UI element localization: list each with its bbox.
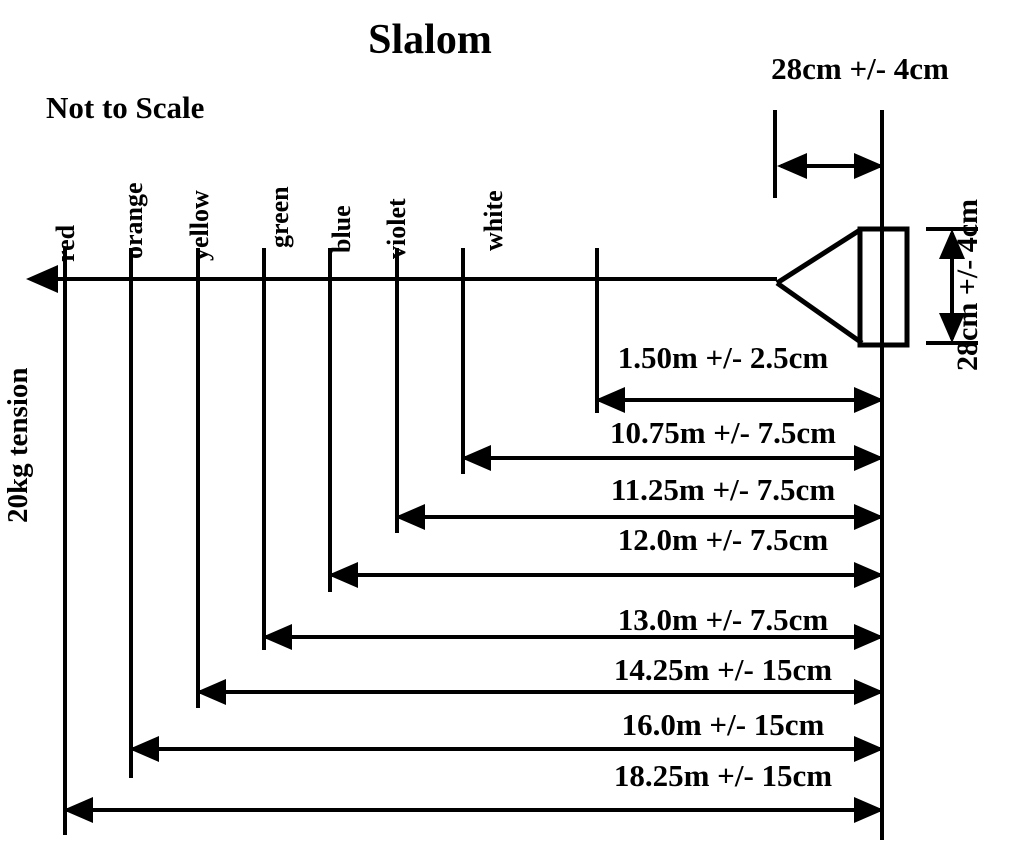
mark-label-yellow: yellow xyxy=(185,190,214,261)
handle-height-tick-bottom xyxy=(926,341,978,345)
rope-line xyxy=(40,277,777,281)
mark-line-orange xyxy=(196,248,200,708)
arrowhead-left xyxy=(196,679,226,705)
arrowhead-right xyxy=(854,679,884,705)
mark-line-blue xyxy=(395,248,399,533)
arrowhead-up xyxy=(939,229,965,259)
arrow-shaft xyxy=(332,573,880,577)
measurement-label: 10.75m +/- 7.5cm xyxy=(609,415,836,450)
tension-label: 20kg tension xyxy=(2,367,34,523)
measurement-label: 1.50m +/- 2.5cm xyxy=(617,340,829,375)
arrow-shaft xyxy=(599,398,880,402)
dimension-arrow-blue xyxy=(395,503,884,531)
mark-line-green xyxy=(328,248,332,592)
arrowhead-right xyxy=(854,624,884,650)
dimension-arrow-green xyxy=(328,561,884,589)
arrowhead-right xyxy=(854,445,884,471)
dimension-arrow-red xyxy=(129,735,884,763)
mark-line-rope-end xyxy=(63,248,67,835)
handle xyxy=(775,226,910,348)
measurement-label: 13.0m +/- 7.5cm xyxy=(617,602,829,637)
handle-width-label: 28cm +/- 4cm xyxy=(771,51,949,86)
dimension-arrow-violet xyxy=(461,444,884,472)
mark-line-red xyxy=(129,248,133,778)
dimension-arrow-rope-end xyxy=(63,796,884,824)
arrowhead-right xyxy=(854,504,884,530)
arrowhead-left xyxy=(262,624,292,650)
arrowhead-right xyxy=(854,797,884,823)
handle-reference-line xyxy=(880,110,884,840)
mark-label-orange: orange xyxy=(119,182,148,259)
arrow-shaft xyxy=(781,164,880,168)
arrowhead-left xyxy=(328,562,358,588)
arrowhead-right xyxy=(854,736,884,762)
dimension-arrow-yellow xyxy=(262,623,884,651)
mark-label-blue: blue xyxy=(327,205,356,253)
dimension-arrow-orange xyxy=(196,678,884,706)
arrowhead-left xyxy=(461,445,491,471)
mark-line-violet xyxy=(461,248,465,474)
arrowhead-right xyxy=(854,562,884,588)
diagram-title: Slalom xyxy=(368,17,492,63)
arrowhead-right xyxy=(854,153,884,179)
measurement-label: 14.25m +/- 15cm xyxy=(613,652,833,687)
arrow-shaft xyxy=(465,456,880,460)
measurement-label: 16.0m +/- 15cm xyxy=(621,707,825,742)
tension-arrowhead xyxy=(26,265,58,293)
arrowhead-left xyxy=(777,153,807,179)
arrowhead-down xyxy=(939,313,965,343)
arrowhead-left xyxy=(595,387,625,413)
handle-width-arrow xyxy=(777,152,884,180)
arrow-shaft xyxy=(266,635,880,639)
arrow-shaft xyxy=(133,747,880,751)
measurement-label: 12.0m +/- 7.5cm xyxy=(617,522,829,557)
mark-line-white xyxy=(595,248,599,413)
dimension-arrow-white xyxy=(595,386,884,414)
scale-note: Not to Scale xyxy=(46,90,205,125)
arrow-shaft xyxy=(200,690,880,694)
arrow-shaft xyxy=(399,515,880,519)
arrow-shaft xyxy=(950,233,954,339)
arrowhead-left xyxy=(63,797,93,823)
arrowhead-right xyxy=(854,387,884,413)
handle-width-tick xyxy=(773,110,777,198)
arrowhead-left xyxy=(129,736,159,762)
measurement-label: 11.25m +/- 7.5cm xyxy=(610,472,836,507)
mark-label-white: white xyxy=(479,190,508,251)
handle-height-arrow xyxy=(938,229,966,343)
measurement-label: 18.25m +/- 15cm xyxy=(613,758,833,793)
mark-label-green: green xyxy=(265,186,294,248)
arrowhead-left xyxy=(395,504,425,530)
mark-line-yellow xyxy=(262,248,266,650)
arrow-shaft xyxy=(67,808,880,812)
